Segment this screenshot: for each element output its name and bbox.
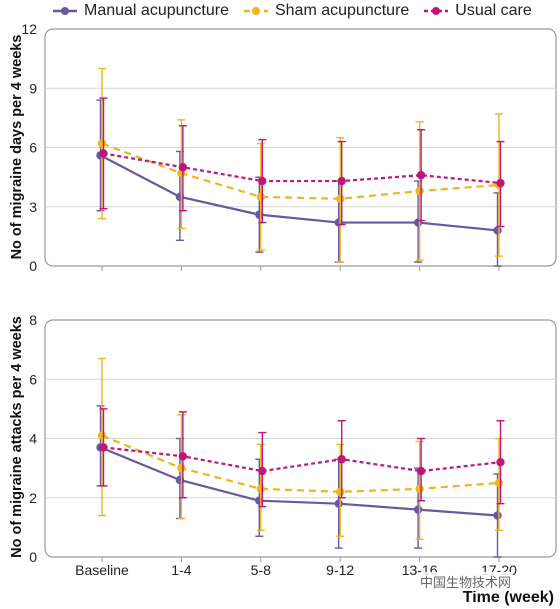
data-point	[336, 194, 345, 204]
data-point	[99, 149, 108, 158]
series-line	[101, 434, 500, 493]
data-point	[97, 139, 107, 148]
legend-item-manual: Manual acupuncture	[52, 2, 229, 20]
data-point	[334, 499, 343, 508]
series-usual	[99, 408, 505, 508]
data-point	[337, 455, 346, 464]
series-usual	[99, 97, 505, 228]
legend-label-sham: Sham acupuncture	[274, 2, 410, 19]
y-axis-label-bottom: No of migraine attacks per 4 weeks	[9, 316, 25, 558]
data-point	[258, 176, 267, 186]
data-point	[99, 443, 108, 452]
x-tick-label: 1-4	[171, 562, 191, 578]
legend-label-usual: Usual care	[455, 2, 532, 19]
data-point	[256, 192, 265, 202]
x-tick-label: 5-8	[251, 562, 271, 578]
legend-swatch-manual	[53, 7, 77, 15]
y-tick-label: 9	[29, 80, 37, 96]
y-tick-label: 0	[29, 258, 37, 274]
legend-item-sham: Sham acupuncture	[243, 2, 409, 20]
y-tick-label: 3	[29, 199, 37, 215]
data-point	[177, 463, 186, 473]
data-point	[415, 186, 424, 196]
series-manual	[96, 99, 502, 267]
series-line	[99, 154, 498, 232]
chart-panel-1: 0 3 6 9 12	[21, 21, 557, 274]
data-point	[97, 431, 107, 440]
series-line	[103, 152, 501, 185]
data-point	[416, 466, 426, 476]
data-point	[178, 452, 188, 461]
legend-swatch-sham	[243, 7, 268, 15]
series-line	[100, 446, 498, 517]
y-tick-label: 0	[29, 549, 37, 565]
legend-item-usual: Usual care	[423, 2, 532, 20]
y-tick-label: 12	[21, 21, 37, 37]
data-point	[496, 458, 505, 467]
y-axis-label-top: No of migraine days per 4 weeks	[9, 34, 25, 260]
series-line	[101, 142, 500, 200]
data-point	[416, 170, 426, 180]
series-line	[103, 446, 501, 473]
data-point	[256, 484, 265, 494]
x-axis-title: Time (week)	[462, 589, 554, 606]
y-tick-label: 6	[29, 140, 37, 156]
series-sham	[97, 67, 504, 263]
y-tick-label: 2	[29, 490, 37, 506]
y-tick-label: 4	[29, 431, 37, 447]
watermark: 中国生物技术网	[418, 572, 514, 591]
series-manual	[96, 405, 502, 558]
data-point	[493, 511, 502, 520]
data-point	[258, 466, 267, 476]
legend: Manual acupuncture Sham acupuncture Usua…	[52, 0, 532, 22]
legend-label-manual: Manual acupuncture	[84, 2, 229, 19]
data-point	[336, 487, 345, 497]
data-point	[493, 226, 502, 235]
data-point	[415, 484, 424, 494]
data-point	[413, 505, 423, 514]
legend-swatch-usual	[424, 7, 449, 15]
x-tick-label: 9-12	[326, 562, 354, 578]
data-point	[178, 163, 188, 172]
x-tick-label: Baseline	[75, 562, 129, 578]
data-point	[496, 178, 505, 188]
y-tick-label: 8	[29, 312, 37, 328]
data-point	[494, 478, 504, 488]
series-sham	[97, 357, 504, 540]
data-point	[337, 176, 346, 186]
y-tick-label: 6	[29, 371, 37, 387]
